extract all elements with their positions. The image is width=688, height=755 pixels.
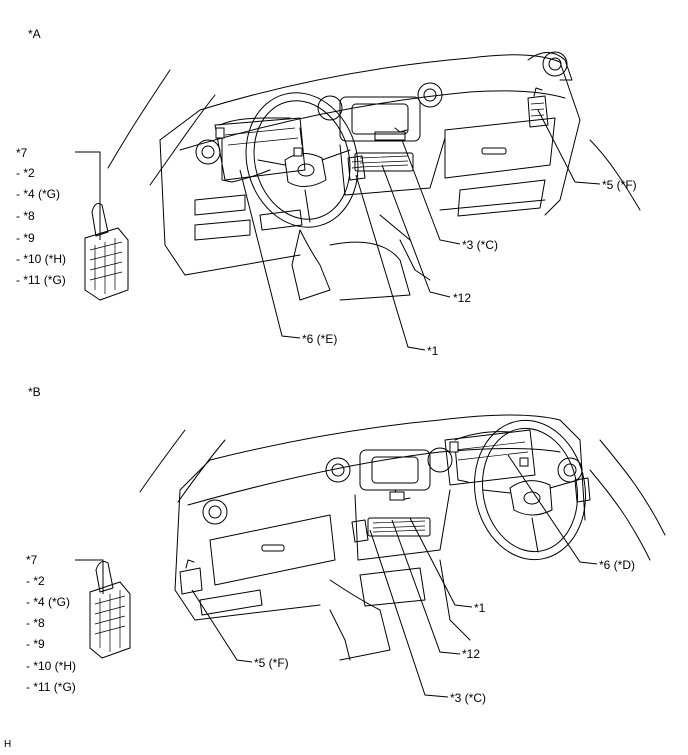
figure-code: H: [4, 739, 12, 750]
component-list-item: - *11 (*G): [16, 273, 66, 287]
component-list-item: - *11 (*G): [26, 680, 76, 694]
callout-a-12: *12: [453, 291, 472, 305]
component-list-item: *7: [16, 146, 28, 160]
component-list-item: - *9: [26, 637, 45, 651]
component-list-item: - *10 (*H): [26, 659, 77, 673]
view-a-label: *A: [28, 27, 41, 41]
callout-a-1: *1: [427, 344, 439, 358]
component-list-item: - *8: [16, 209, 35, 223]
callout-b-5: *5 (*F): [254, 656, 289, 670]
component-list-item: - *4 (*G): [26, 595, 71, 609]
component-list-item: - *9: [16, 231, 35, 245]
callout-b-1: *1: [474, 601, 486, 615]
view-b-label: *B: [28, 385, 41, 399]
view-a-leaders: [75, 109, 601, 351]
component-list-item: - *2: [16, 166, 35, 180]
component-list-item: - *10 (*H): [16, 252, 67, 266]
callout-b-6: *6 (*D): [599, 558, 636, 572]
component-list-item: - *8: [26, 616, 45, 630]
component-list-item: *7: [26, 553, 38, 567]
component-list-item: - *2: [26, 574, 45, 588]
callout-b-12: *12: [462, 647, 481, 661]
callout-a-3: *3 (*C): [462, 238, 499, 252]
callout-a-5: *5 (*F): [602, 178, 637, 192]
view-b-leaders: [75, 454, 598, 698]
view-b-drawing: [89, 414, 666, 661]
callout-b-3: *3 (*C): [450, 691, 487, 705]
view-a-drawing: [84, 51, 641, 301]
component-list-item: - *4 (*G): [16, 187, 61, 201]
callout-a-6: *6 (*E): [302, 332, 338, 346]
